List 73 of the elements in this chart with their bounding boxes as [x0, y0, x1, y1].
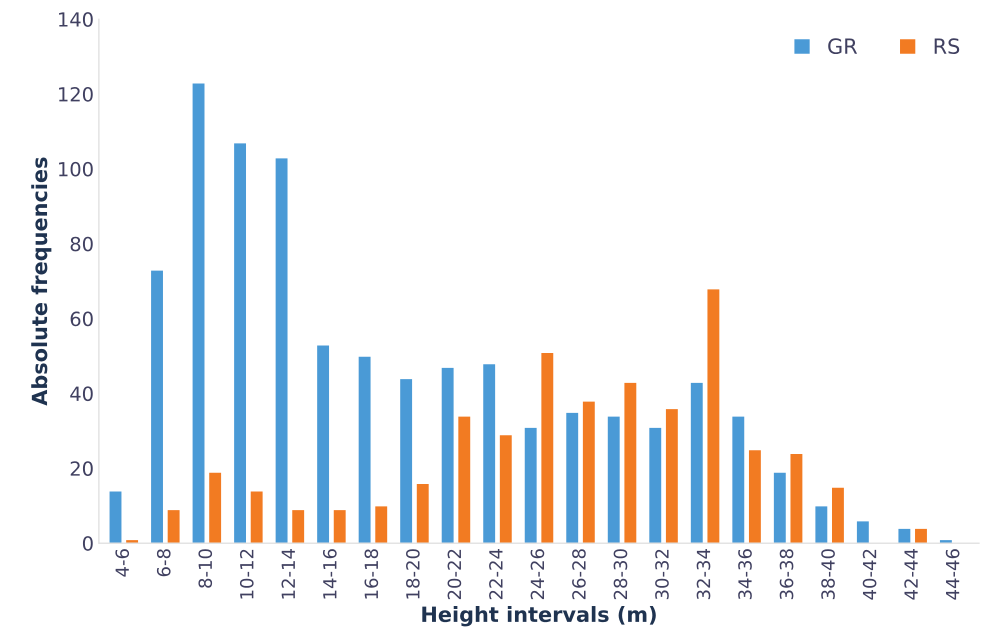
bar: [357, 355, 372, 544]
bar: [208, 471, 222, 544]
x-tick-label: 10-12: [240, 550, 254, 598]
bar: [814, 505, 829, 544]
x-tick-label: 26-28: [572, 549, 586, 600]
bar: [124, 538, 140, 544]
y-axis-title: Absolute frequencies: [31, 158, 52, 406]
x-tick-label: 24-26: [530, 549, 544, 600]
bar: [540, 352, 555, 544]
bar: [191, 82, 206, 544]
bar: [523, 426, 538, 544]
x-tick-label: 44-46: [946, 549, 960, 600]
bar: [730, 415, 746, 544]
x-tick-label: 8-10: [198, 549, 212, 588]
bar: [498, 434, 514, 544]
y-tick-label: 0: [82, 536, 93, 551]
bar: [897, 527, 912, 544]
y-tick-label: 100: [59, 162, 93, 177]
x-tick-label: 42-44: [904, 549, 918, 600]
legend-label: RS: [934, 38, 960, 54]
bar: [274, 156, 289, 544]
bar: [415, 482, 430, 544]
bar: [150, 269, 164, 544]
bar: [856, 520, 870, 544]
bar: [772, 471, 788, 544]
bar: [706, 288, 721, 544]
bar: [232, 142, 248, 544]
bar: [830, 486, 846, 544]
x-tick-label: 20-22: [448, 550, 462, 600]
bar: [689, 382, 704, 544]
bar: [374, 505, 389, 544]
y-tick-label: 120: [59, 86, 93, 102]
y-tick-label: 60: [70, 312, 93, 326]
y-tick-label: 80: [70, 236, 93, 252]
bar: [581, 400, 596, 544]
x-tick-label: 16-18: [364, 549, 378, 598]
x-axis-title: Height intervals (m): [422, 606, 656, 626]
x-tick-label: 28-30: [614, 549, 628, 600]
bar: [290, 508, 306, 544]
bar: [623, 382, 638, 544]
bar: [564, 411, 580, 544]
bar: [482, 362, 497, 544]
x-tick-label: 14-16: [322, 549, 337, 598]
x-tick-label: 4-6: [115, 549, 130, 577]
bar: [648, 426, 663, 544]
bar: [166, 508, 181, 544]
x-tick-label: 34-36: [738, 549, 752, 600]
x-tick-label: 18-20: [406, 549, 420, 598]
bar: [440, 366, 455, 544]
bar: [249, 490, 264, 544]
x-tick-label: 30-32: [655, 550, 669, 600]
bar: [664, 408, 680, 544]
y-tick-label: 20: [70, 461, 93, 476]
x-tick-label: 6-8: [156, 549, 171, 576]
bar: [456, 415, 472, 544]
bar: [316, 344, 330, 544]
legend-label: GR: [828, 38, 858, 54]
x-tick-label: 38-40: [821, 549, 835, 600]
bar: [938, 538, 954, 544]
x-tick-label: 36-38: [780, 549, 794, 600]
bar: [398, 378, 414, 544]
y-tick-label: 140: [59, 12, 93, 27]
bar: [748, 448, 762, 544]
x-tick-label: 22-24: [489, 549, 502, 600]
x-tick-label: 40-42: [862, 550, 876, 600]
x-tick-label: 32-34: [696, 549, 710, 600]
y-tick-label: 40: [70, 386, 93, 402]
bar: [914, 527, 928, 544]
bar: [332, 508, 348, 544]
bar: [789, 452, 804, 544]
x-tick-label: 12-14: [281, 549, 295, 598]
bar: [108, 490, 123, 544]
bar: [606, 415, 622, 544]
